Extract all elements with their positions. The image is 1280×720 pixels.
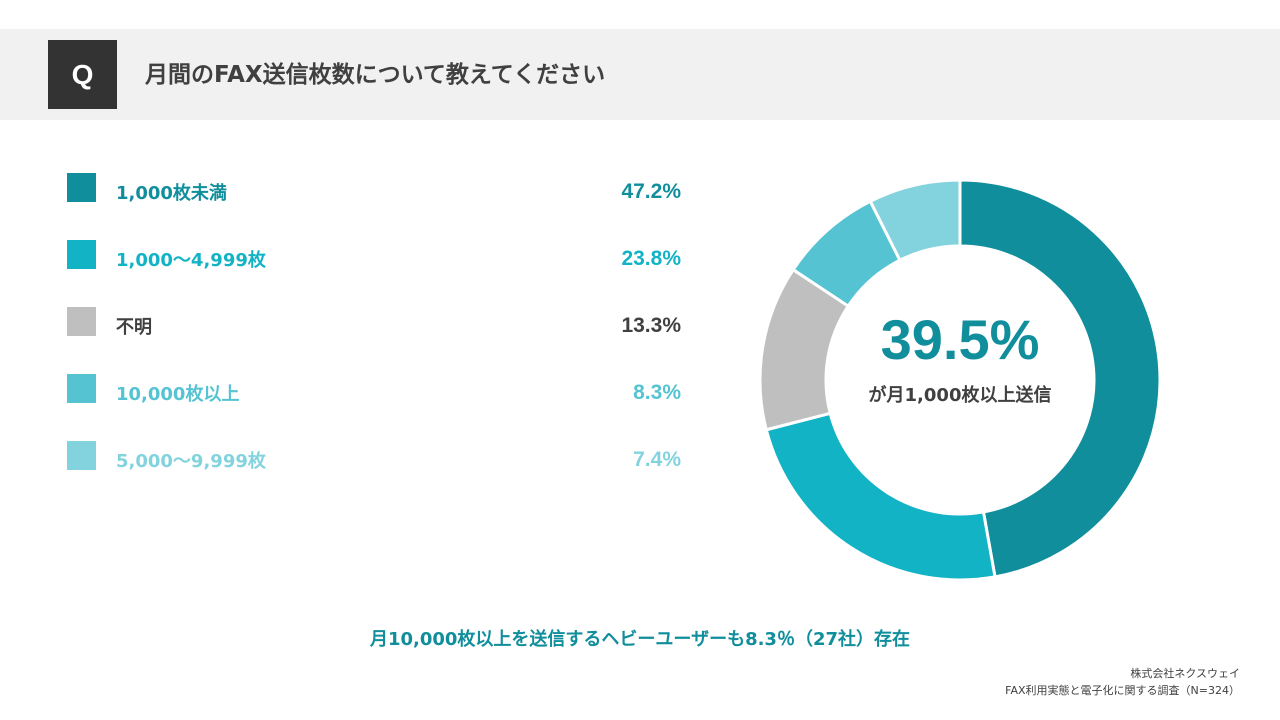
source-credit: 株式会社ネクスウェイ FAX利用実態と電子化に関する調査（N=324） — [1005, 665, 1240, 699]
q-badge: Q — [48, 40, 117, 109]
legend-item: 1,000枚未満 47.2% — [0, 173, 1280, 213]
legend-label: 1,000〜4,999枚 — [116, 250, 266, 271]
legend-value: 23.8% — [621, 247, 681, 270]
legend-label: 5,000〜9,999枚 — [116, 451, 266, 472]
donut-slice — [868, 180, 962, 263]
legend-swatch — [67, 240, 96, 269]
legend-value: 47.2% — [621, 180, 681, 203]
center-percentage: 39.5% — [880, 308, 1040, 371]
legend-item: 5,000〜9,999枚 7.4% — [0, 441, 1280, 481]
center-caption: が月1,000枚以上送信 — [868, 385, 1052, 406]
donut-slice — [958, 180, 1160, 579]
legend-label: 1,000枚未満 — [116, 183, 227, 204]
donut-slice — [764, 411, 997, 580]
source-company: 株式会社ネクスウェイ — [1130, 667, 1240, 680]
legend-swatch — [67, 374, 96, 403]
legend-value: 8.3% — [633, 381, 681, 404]
page-title: 月間のFAX送信枚数について教えてください — [145, 62, 606, 88]
footnote: 月10,000枚以上を送信するヘビーユーザーも8.3％（27社）存在 — [369, 629, 911, 650]
legend-label: 10,000枚以上 — [116, 384, 240, 405]
legend-item: 10,000枚以上 8.3% — [0, 374, 1280, 414]
legend-label: 不明 — [116, 317, 152, 338]
legend-item: 不明 13.3% — [0, 307, 1280, 347]
source-survey: FAX利用実態と電子化に関する調査（N=324） — [1005, 684, 1240, 697]
legend-swatch — [67, 173, 96, 202]
legend-value: 7.4% — [633, 448, 681, 471]
question-header: Q 月間のFAX送信枚数について教えてください — [0, 29, 1280, 120]
legend-value: 13.3% — [621, 314, 681, 337]
legend-swatch — [67, 441, 96, 470]
legend-swatch — [67, 307, 96, 336]
donut-chart — [760, 180, 1160, 580]
legend-item: 1,000〜4,999枚 23.8% — [0, 240, 1280, 280]
